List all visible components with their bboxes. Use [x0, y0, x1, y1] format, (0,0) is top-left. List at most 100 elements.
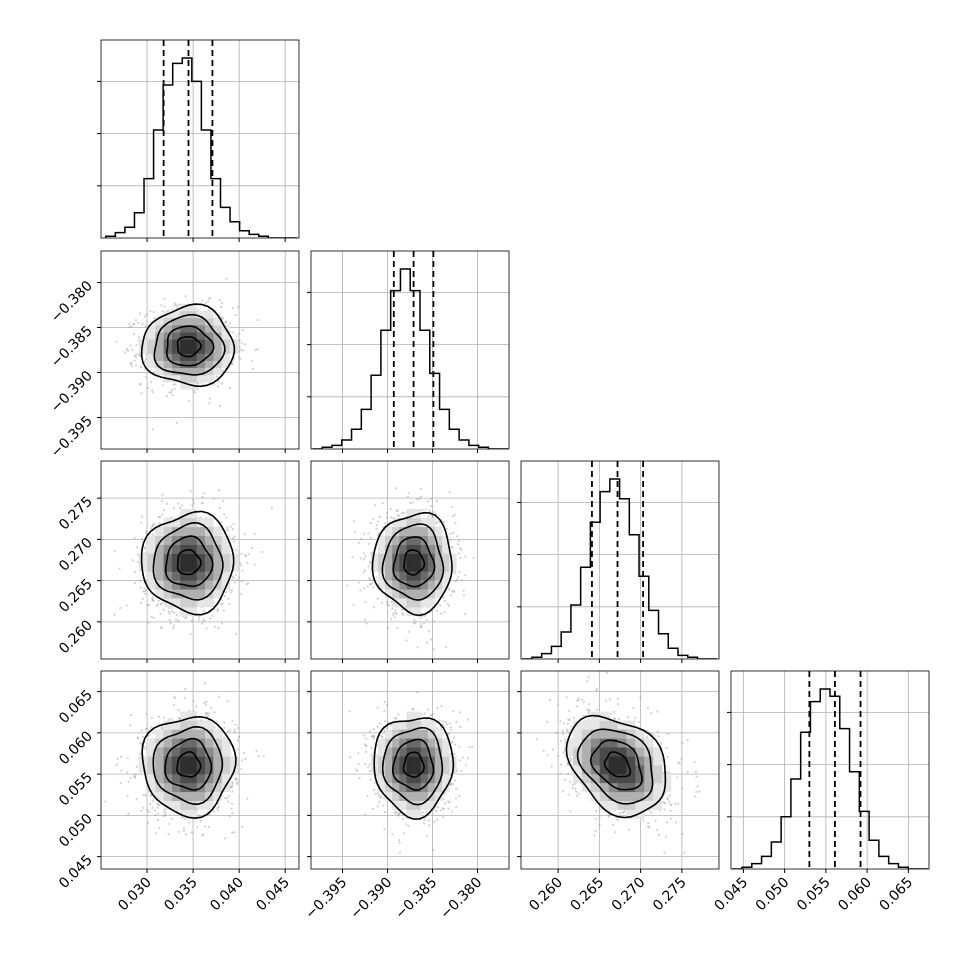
density-bin [171, 517, 181, 528]
sample-point [449, 782, 453, 785]
sample-point [367, 565, 370, 568]
sample-point [126, 794, 129, 797]
sample-point [394, 812, 397, 815]
sample-point [138, 579, 142, 582]
sample-point [419, 487, 423, 491]
sample-point [148, 810, 151, 813]
density-bin [196, 729, 206, 739]
sample-point [376, 597, 379, 600]
density-bin [662, 782, 672, 793]
sample-point [238, 576, 241, 579]
density-bin [221, 738, 231, 748]
x-tick-label-3: 0.050 [753, 875, 793, 915]
sample-point [674, 802, 677, 805]
sample-point [428, 630, 431, 633]
sample-point [225, 797, 229, 800]
density-bin [626, 765, 636, 775]
sample-point [358, 776, 361, 780]
sample-point [211, 614, 214, 618]
sample-point [588, 710, 591, 713]
sample-point [227, 794, 230, 798]
sample-point [126, 756, 129, 759]
sample-point [409, 501, 412, 505]
density-bin [188, 782, 198, 793]
sample-point [162, 716, 165, 719]
sample-point [555, 731, 558, 735]
density-bin [413, 756, 422, 766]
sample-point [232, 527, 235, 531]
sample-point [387, 627, 390, 630]
sample-point [197, 814, 200, 817]
sample-point [216, 807, 219, 810]
sample-point [173, 302, 177, 305]
sample-point [160, 304, 163, 307]
sample-point [389, 507, 392, 511]
sample-point [149, 794, 152, 797]
sample-point [231, 784, 234, 788]
density-bin [644, 765, 654, 775]
sample-point [443, 793, 446, 796]
density-bin [188, 765, 198, 775]
density-bin [221, 782, 231, 793]
density-bin [617, 791, 627, 801]
sample-point [383, 797, 386, 800]
density-bin [188, 360, 198, 369]
sample-point [136, 737, 140, 740]
sample-point [170, 610, 174, 613]
density-bin [205, 310, 214, 319]
density-bin [188, 580, 198, 590]
sample-point [233, 581, 236, 584]
sample-point [213, 711, 216, 714]
sample-point [387, 604, 391, 607]
sample-point [223, 736, 226, 739]
sample-point [364, 750, 367, 754]
density-bin [434, 747, 443, 757]
sample-point [118, 567, 121, 570]
density-bin [205, 738, 214, 748]
sample-point [205, 711, 209, 715]
sample-point [411, 501, 414, 504]
sample-point [637, 720, 640, 723]
density-bin [377, 553, 386, 563]
x-tick-label-1: −0.380 [437, 875, 485, 923]
density-bin [163, 317, 173, 326]
density-bin [213, 773, 222, 784]
sample-point [125, 604, 128, 607]
sample-point [562, 751, 565, 754]
sample-point [696, 785, 699, 788]
sample-point [218, 695, 221, 698]
sample-point [666, 732, 669, 736]
density-bin [163, 360, 173, 369]
density-bin [392, 738, 400, 748]
sample-point [244, 554, 247, 557]
sample-point [451, 782, 454, 786]
sample-point [395, 613, 398, 616]
contour-2 [164, 535, 214, 588]
density-bin [180, 526, 189, 537]
density-bin [155, 325, 164, 333]
sample-point [354, 768, 357, 771]
sample-point [115, 763, 118, 766]
density-bin [171, 317, 181, 326]
sample-point [423, 818, 426, 821]
density-bin [420, 598, 429, 608]
sample-point [224, 837, 227, 840]
sample-point [170, 817, 173, 820]
sample-point [365, 737, 368, 740]
sample-point [376, 805, 379, 808]
density-bin [205, 553, 214, 563]
sample-point [586, 680, 589, 683]
density-bin [572, 738, 583, 748]
sample-point [381, 502, 384, 505]
density-bin [427, 729, 436, 739]
density-bin [188, 738, 198, 748]
density-bin [413, 544, 422, 554]
density-bin [626, 773, 636, 784]
sample-point [177, 830, 180, 834]
sample-point [197, 618, 201, 621]
sample-point [348, 710, 351, 713]
sample-point [551, 748, 555, 751]
density-bin [147, 765, 156, 775]
sample-point [386, 720, 389, 724]
sample-point [220, 521, 223, 524]
